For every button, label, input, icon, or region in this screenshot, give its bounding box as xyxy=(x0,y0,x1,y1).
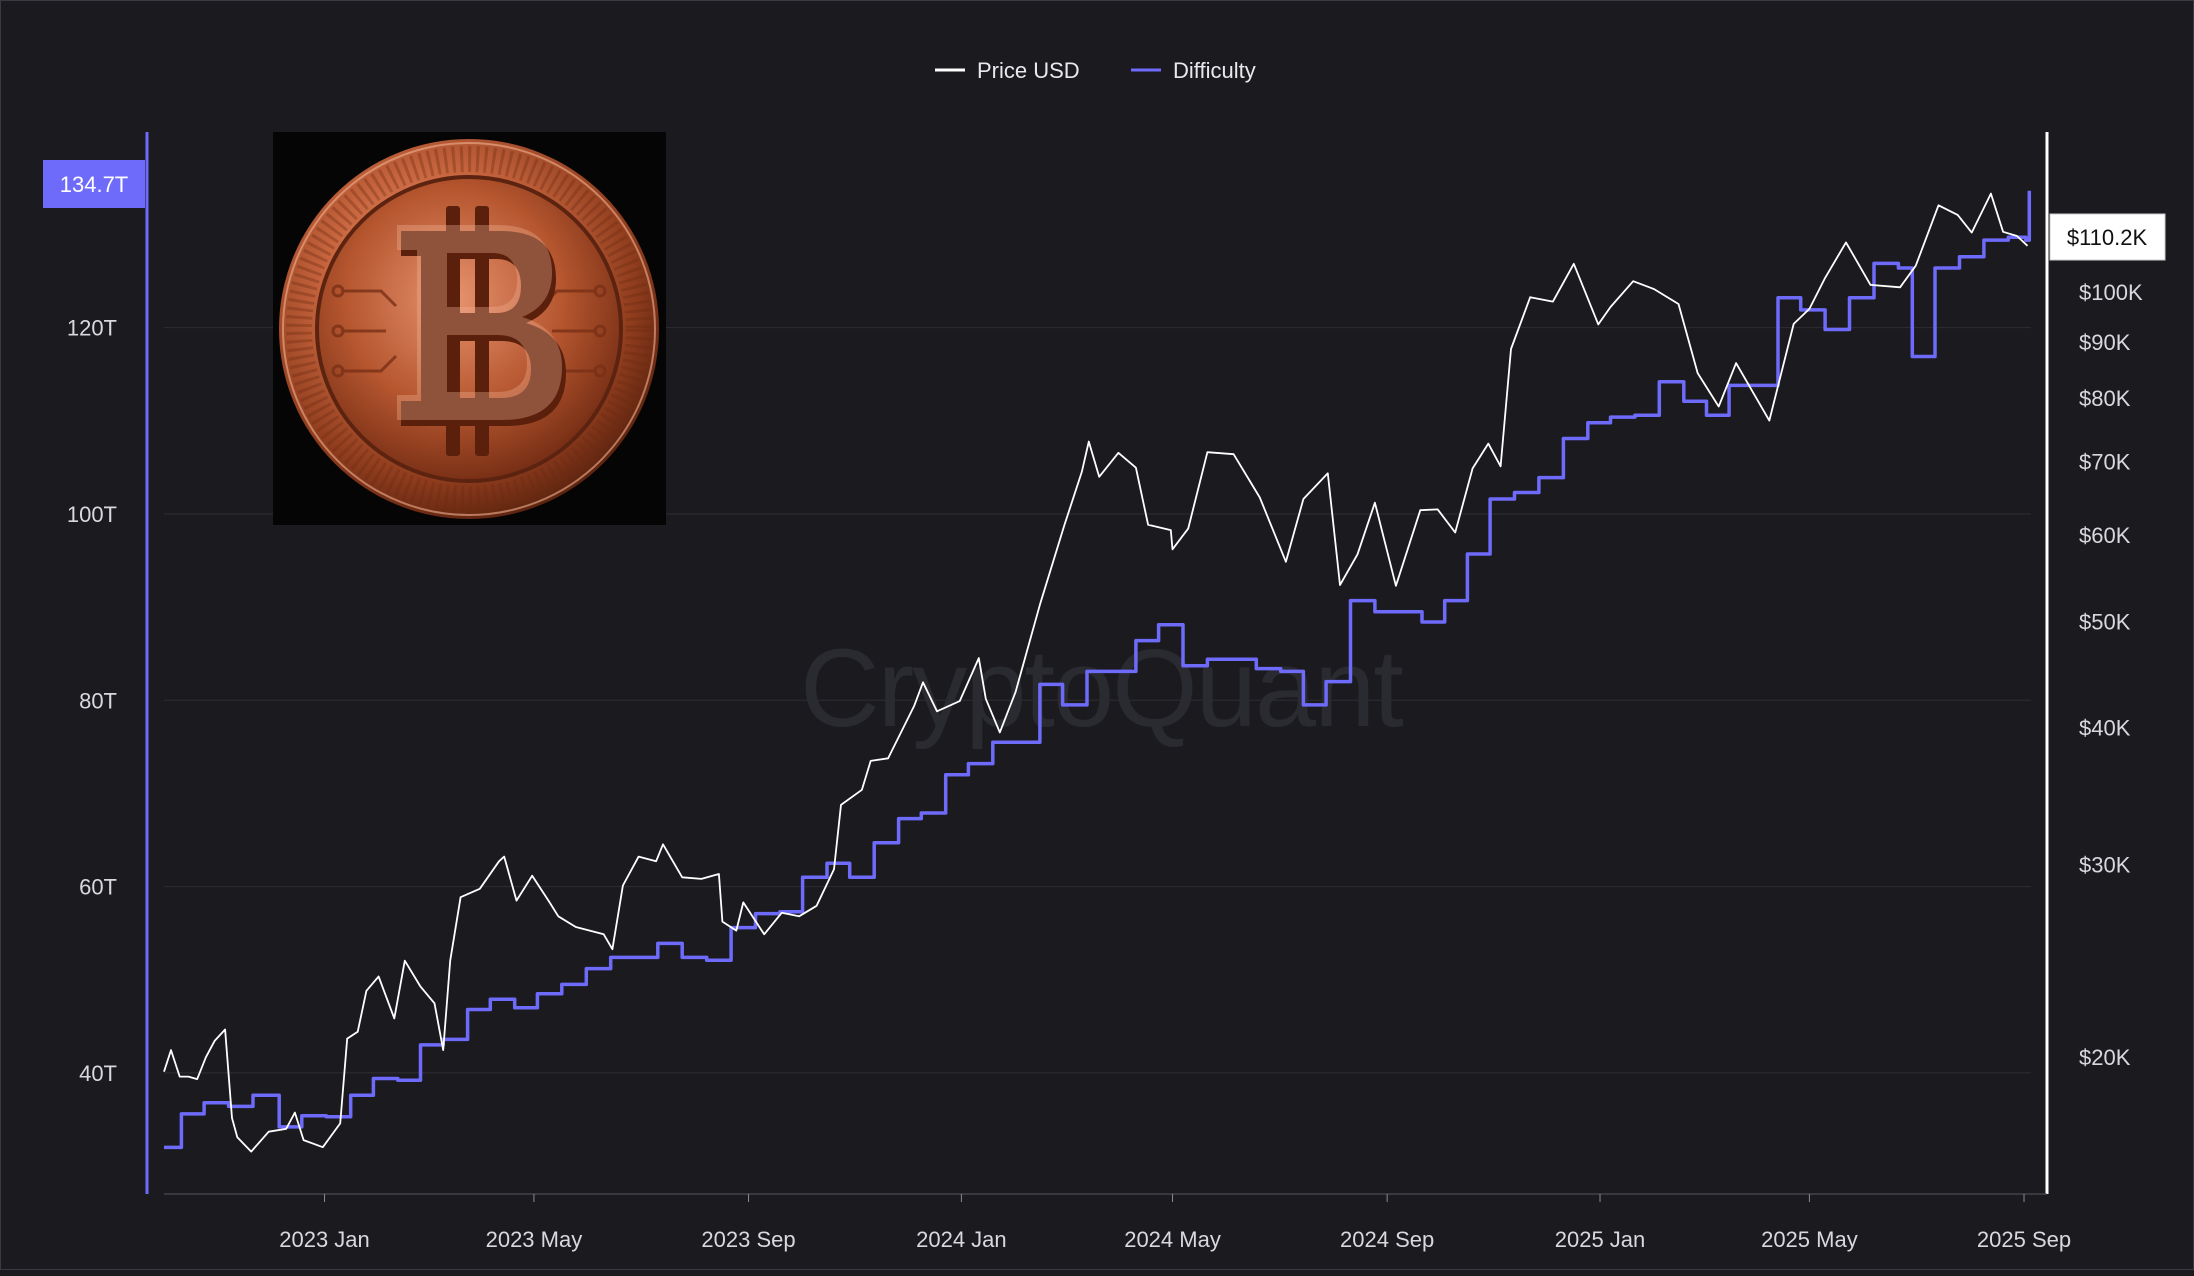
legend-item-price[interactable]: Price USD xyxy=(935,58,1080,83)
price-current-badge: $110.2K xyxy=(2049,213,2166,261)
x-axis-tick-label: 2023 Jan xyxy=(279,1227,370,1252)
price-line[interactable] xyxy=(163,192,2029,1153)
x-axis-tick-label: 2024 May xyxy=(1124,1227,1221,1252)
x-axis-tick-label: 2025 May xyxy=(1761,1227,1858,1252)
left-axis-tick-label: 40T xyxy=(79,1061,117,1086)
right-axis-tick-label: $60K xyxy=(2079,523,2131,548)
price-current-label: $110.2K xyxy=(2067,225,2148,250)
left-axis-tick-label: 100T xyxy=(67,502,117,527)
legend-label-difficulty: Difficulty xyxy=(1173,58,1256,83)
right-axis-tick-label: $80K xyxy=(2079,386,2131,411)
x-axis-tick-label: 2024 Sep xyxy=(1340,1227,1434,1252)
left-axis-tick-label: 80T xyxy=(79,688,117,713)
left-axis-tick-label: 60T xyxy=(79,875,117,900)
right-axis-tick-label: $100K xyxy=(2079,280,2143,305)
legend-label-price: Price USD xyxy=(977,58,1080,83)
bitcoin-coin-image xyxy=(273,132,666,525)
price-series xyxy=(163,192,2029,1153)
difficulty-current-label: 134.7T xyxy=(60,172,129,197)
difficulty-current-badge: 134.7T xyxy=(43,160,145,208)
right-axis-tick-label: $90K xyxy=(2079,330,2131,355)
right-axis-tick-label: $50K xyxy=(2079,610,2131,635)
difficulty-line[interactable] xyxy=(164,190,2032,1150)
right-axis-tick-label: $70K xyxy=(2079,450,2131,475)
x-axis-tick-label: 2023 May xyxy=(486,1227,583,1252)
x-axis-tick-label: 2025 Jan xyxy=(1555,1227,1646,1252)
axes: 40T 60T 80T 100T 120T $20K $30K $40K $50K $60K $70… xyxy=(67,132,2143,1252)
x-axis-tick-label: 2024 Jan xyxy=(916,1227,1007,1252)
x-axis-tick-label: 2025 Sep xyxy=(1977,1227,2071,1252)
watermark: CryptoQuant xyxy=(800,627,1403,750)
right-axis-tick-label: $30K xyxy=(2079,852,2131,877)
x-axis-tick-label: 2023 Sep xyxy=(701,1227,795,1252)
difficulty-series xyxy=(164,190,2032,1150)
legend[interactable]: Price USD Difficulty xyxy=(935,58,1256,83)
legend-item-difficulty[interactable]: Difficulty xyxy=(1131,58,1256,83)
left-axis-tick-label: 120T xyxy=(67,316,117,341)
right-axis-tick-label: $40K xyxy=(2079,716,2131,741)
right-axis-tick-label: $20K xyxy=(2079,1045,2131,1070)
